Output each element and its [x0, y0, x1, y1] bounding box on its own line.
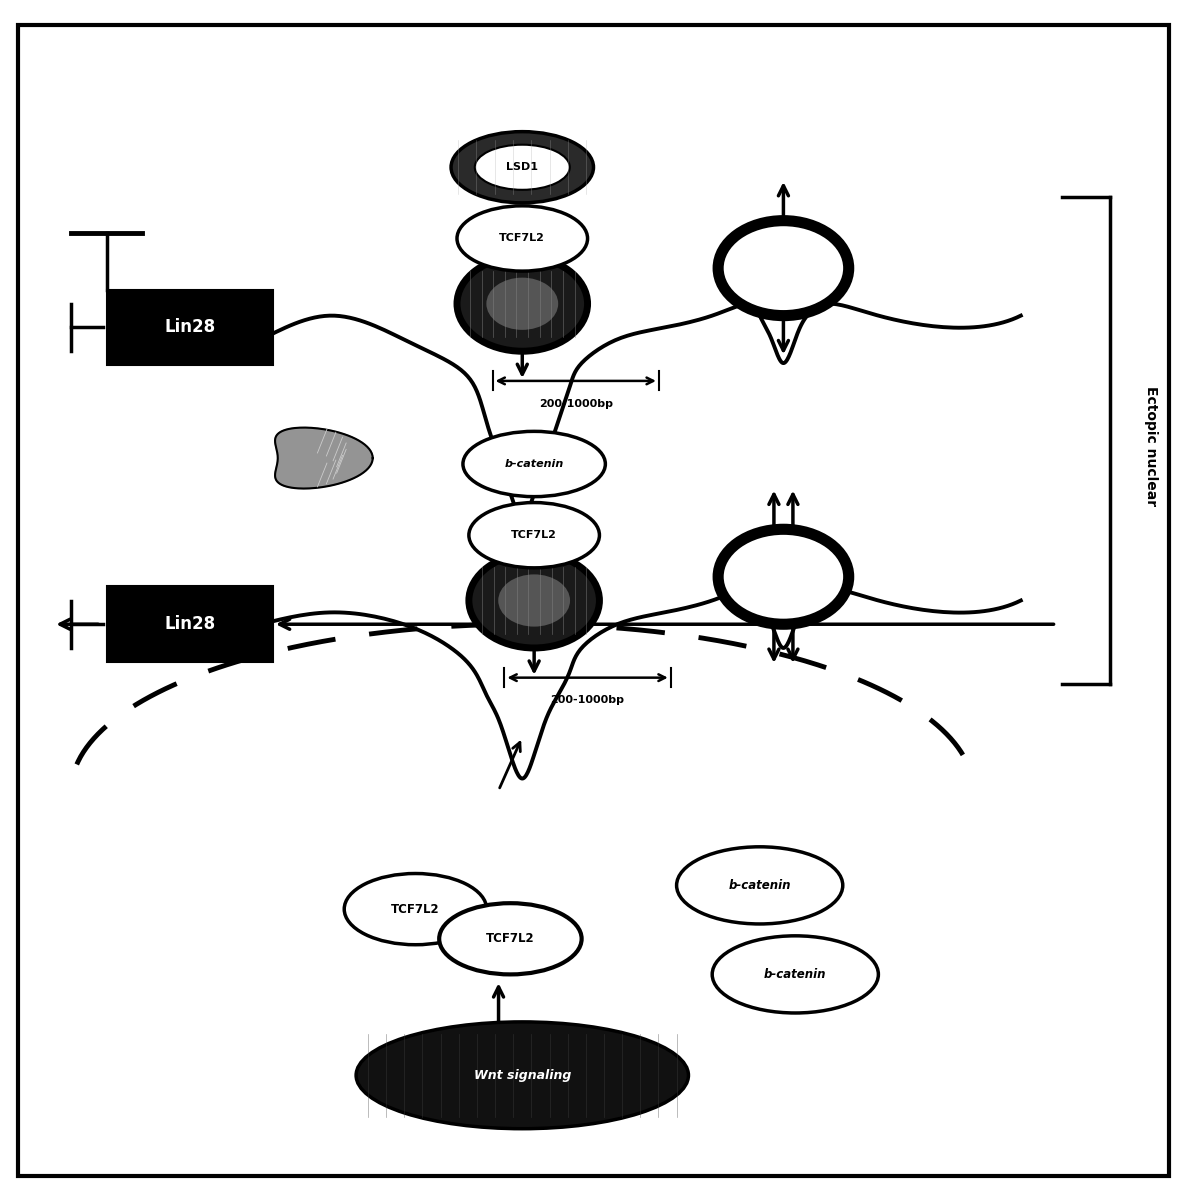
Ellipse shape: [451, 132, 594, 203]
Text: TCF7L2: TCF7L2: [392, 903, 439, 915]
Text: Wnt signaling: Wnt signaling: [474, 1069, 571, 1082]
Text: b-catenin: b-catenin: [729, 879, 791, 892]
Ellipse shape: [457, 256, 588, 351]
Text: Lin28: Lin28: [164, 318, 216, 336]
Polygon shape: [275, 428, 373, 489]
Text: LSD1: LSD1: [507, 162, 538, 172]
Text: b-catenin: b-catenin: [764, 968, 826, 981]
Ellipse shape: [469, 552, 599, 649]
Ellipse shape: [457, 205, 588, 271]
Ellipse shape: [743, 239, 824, 298]
Ellipse shape: [718, 221, 849, 316]
Text: TCF7L2: TCF7L2: [500, 233, 545, 244]
Text: 200-1000bp: 200-1000bp: [551, 695, 624, 705]
Ellipse shape: [439, 903, 582, 974]
Text: 200-1000bp: 200-1000bp: [539, 399, 612, 408]
Text: Ectopic nuclear: Ectopic nuclear: [1144, 387, 1159, 507]
Bar: [107, 289, 273, 365]
Text: TCF7L2: TCF7L2: [512, 530, 557, 540]
Ellipse shape: [718, 530, 849, 625]
Text: Lin28: Lin28: [164, 615, 216, 633]
Ellipse shape: [475, 144, 570, 190]
Text: b-catenin: b-catenin: [504, 459, 564, 470]
Ellipse shape: [712, 936, 878, 1012]
Ellipse shape: [356, 1022, 688, 1129]
Ellipse shape: [469, 502, 599, 568]
Ellipse shape: [463, 431, 605, 497]
Ellipse shape: [344, 873, 487, 945]
Ellipse shape: [499, 574, 570, 627]
Ellipse shape: [743, 548, 824, 607]
Text: TCF7L2: TCF7L2: [487, 932, 534, 945]
Bar: [107, 586, 273, 662]
Ellipse shape: [487, 277, 558, 330]
Ellipse shape: [677, 847, 843, 924]
